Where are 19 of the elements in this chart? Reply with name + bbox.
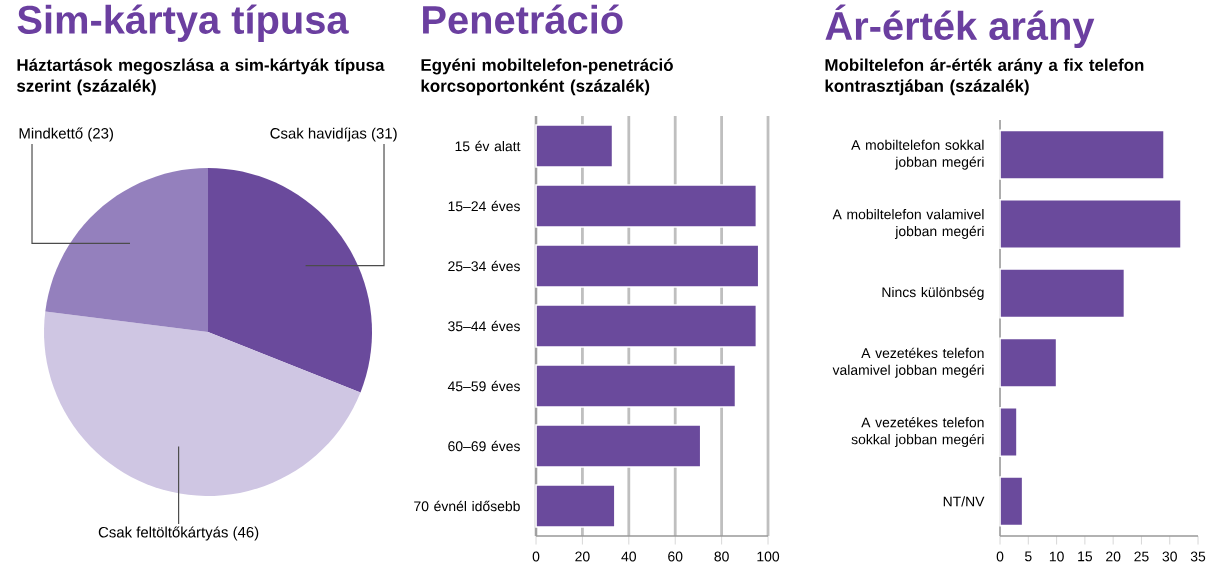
chart-title: Sim-kártya típusa — [17, 4, 349, 42]
bar — [535, 124, 614, 168]
chart-title: Ár-érték arány — [825, 4, 1095, 48]
bar — [999, 129, 1165, 180]
bar — [535, 484, 616, 528]
bar — [535, 424, 702, 468]
bar — [999, 337, 1058, 388]
bar — [999, 268, 1126, 319]
bar — [535, 364, 737, 408]
chart-subtitle: Egyéni mobiltelefon-penetráció korcsoportonként (százalék) — [421, 58, 673, 96]
chart-title: Penetráció — [423, 4, 623, 34]
chart-subtitle: Háztartások megoszlása a sim-kártyák típusa szerint (százalék) — [17, 58, 385, 96]
bar — [535, 244, 760, 288]
bar — [999, 476, 1024, 527]
bar — [999, 406, 1018, 458]
chart-subtitle: Mobiltelefon ár-érték arány a fix telefon kontrasztjában (százalék) — [825, 58, 1144, 96]
bar — [535, 184, 758, 228]
bar — [535, 304, 758, 348]
bar — [999, 198, 1182, 250]
